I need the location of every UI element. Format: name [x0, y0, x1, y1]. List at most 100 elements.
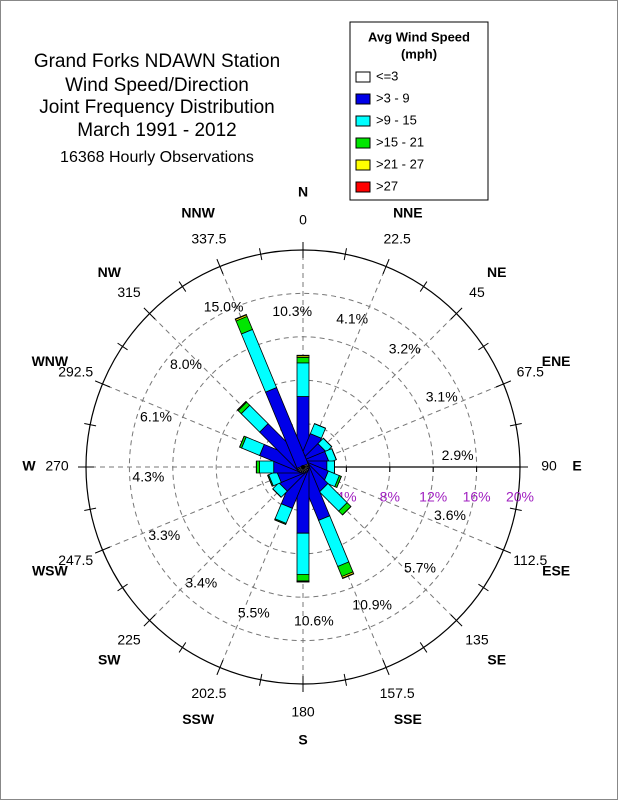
minor-tick	[343, 673, 347, 686]
total-label: 5.7%	[404, 559, 436, 575]
total-label: 4.1%	[336, 311, 368, 327]
direction-label: NNW	[181, 205, 215, 221]
legend-label: >15 - 21	[376, 134, 424, 149]
total-label: 8.0%	[170, 356, 202, 372]
direction-label: NNE	[393, 205, 423, 221]
chart-title: Grand Forks NDAWN Station	[34, 51, 280, 72]
angle-label: 337.5	[191, 230, 226, 246]
minor-tick	[419, 642, 428, 653]
angle-tick	[216, 659, 224, 676]
direction-label: SSE	[394, 711, 422, 727]
minor-tick	[117, 342, 128, 351]
total-label: 3.2%	[389, 341, 421, 357]
minor-tick	[478, 583, 489, 592]
bar-segment	[331, 448, 337, 460]
angle-tick	[216, 258, 224, 275]
direction-label: NW	[98, 264, 122, 280]
legend-title: (mph)	[401, 46, 437, 61]
bar-segment	[296, 357, 310, 364]
minor-tick	[178, 281, 187, 292]
chart-title: March 1991 - 2012	[77, 120, 237, 141]
total-label: 10.3%	[272, 303, 312, 319]
angle-label: 180	[291, 704, 315, 720]
minor-tick	[84, 423, 97, 427]
direction-label: WNW	[32, 353, 69, 369]
angle-label: 90	[541, 458, 557, 474]
angle-label: 45	[469, 284, 485, 300]
legend-swatch	[355, 93, 371, 105]
bar-segment	[239, 435, 245, 448]
angle-label: 22.5	[384, 230, 411, 246]
angle-tick	[450, 307, 463, 320]
bar-segment	[259, 460, 275, 474]
angle-tick	[94, 380, 111, 388]
total-label: 2.9%	[442, 447, 474, 463]
bar-segment	[234, 313, 247, 320]
bar-segment	[296, 362, 310, 397]
total-label: 10.6%	[294, 612, 334, 628]
minor-tick	[478, 342, 489, 351]
direction-label: ESE	[542, 563, 570, 579]
minor-tick	[343, 248, 347, 261]
bar-segment	[342, 506, 352, 516]
bar-segment	[255, 460, 261, 474]
bar-segment	[236, 400, 247, 411]
angle-label: 112.5	[513, 552, 547, 568]
legend-swatch	[355, 137, 371, 149]
angle-label: 135	[465, 632, 489, 648]
total-label: 4.3%	[132, 469, 164, 485]
minor-tick	[259, 248, 263, 261]
minor-tick	[117, 583, 128, 592]
bar-segment	[296, 532, 310, 575]
total-label: 3.6%	[434, 507, 466, 523]
bar-segment	[323, 437, 333, 447]
angle-label: 270	[45, 458, 69, 474]
legend-label: <=3	[376, 68, 398, 83]
bar-segment	[336, 476, 342, 488]
total-label: 5.5%	[238, 605, 270, 621]
spoke	[302, 383, 504, 468]
minor-tick	[178, 642, 187, 653]
angle-tick	[94, 546, 111, 554]
radial-tick-label: 20%	[506, 489, 534, 505]
angle-label: 247.5	[58, 552, 93, 568]
legend-title: Avg Wind Speed	[368, 29, 470, 44]
bar-segment	[341, 572, 355, 580]
total-label: 3.1%	[426, 389, 458, 405]
legend-label: >3 - 9	[376, 90, 410, 105]
direction-label: ENE	[542, 353, 571, 369]
bar-segment	[274, 519, 286, 525]
direction-label: S	[298, 732, 307, 748]
total-label: 3.4%	[185, 575, 217, 591]
angle-label: 225	[117, 632, 141, 648]
angle-tick	[450, 614, 463, 627]
angle-label: 0	[299, 212, 307, 228]
legend-swatch	[355, 115, 371, 127]
legend-label: >21 - 27	[376, 156, 424, 171]
center-dot	[301, 465, 305, 469]
radial-tick-label: 8%	[380, 489, 400, 505]
legend-swatch	[355, 159, 371, 171]
angle-tick	[382, 258, 390, 275]
bar-segment	[296, 354, 310, 357]
direction-label: SW	[98, 651, 121, 667]
angle-label: 157.5	[380, 685, 415, 701]
angle-label: 292.5	[58, 364, 93, 380]
minor-tick	[259, 673, 263, 686]
chart-subtitle: 16368 Hourly Observations	[60, 149, 254, 166]
minor-tick	[509, 423, 522, 427]
direction-label: NE	[487, 264, 506, 280]
bar-segment	[272, 488, 282, 498]
angle-tick	[143, 614, 156, 627]
angle-tick	[495, 546, 512, 554]
minor-tick	[84, 507, 97, 511]
minor-tick	[509, 507, 522, 511]
chart-title: Wind Speed/Direction	[65, 75, 249, 96]
total-label: 15.0%	[204, 298, 244, 314]
direction-label: E	[572, 458, 581, 474]
angle-tick	[143, 307, 156, 320]
legend-label: >9 - 15	[376, 112, 417, 127]
direction-label: SE	[487, 651, 506, 667]
angle-label: 67.5	[517, 364, 544, 380]
